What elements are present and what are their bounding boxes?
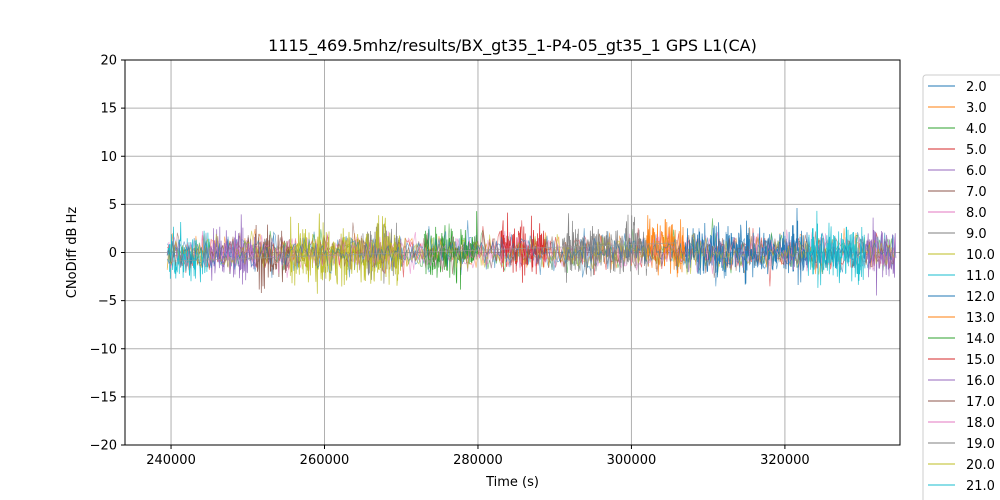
legend-entry: 17.0 [928,395,995,410]
y-tick-label: 10 [100,150,117,165]
y-tick-label: −10 [90,342,117,357]
y-axis-ticks: −20 −15 −10 −5 0 5 10 15 20 [90,54,125,454]
chart-title: 1115_469.5mhz/results/BX_gt35_1-P4-05_gt… [268,36,757,56]
legend-entry: 3.0 [928,101,987,116]
legend-entry: 9.0 [928,227,987,242]
y-tick-label: −5 [98,294,117,309]
legend-label: 18.0 [966,416,995,431]
legend-entry: 14.0 [928,332,995,347]
legend-label: 15.0 [966,353,995,368]
x-tick-label: 320000 [760,453,810,468]
legend-entry: 19.0 [928,437,995,452]
legend-entry: 11.0 [928,269,995,284]
legend-entry: 16.0 [928,374,995,389]
y-tick-label: 15 [100,102,117,117]
legend-label: 14.0 [966,332,995,347]
legend-label: 8.0 [966,206,987,221]
series-line-16.0 [865,217,897,296]
y-tick-label: −15 [90,390,117,405]
trend-line [171,242,678,262]
legend-label: 4.0 [966,122,987,137]
legend-entry: 20.0 [928,458,995,473]
legend-label: 7.0 [966,185,987,200]
legend-label: 10.0 [966,248,995,263]
legend-entry: 7.0 [928,185,987,200]
plot-area [166,207,897,296]
legend-label: 11.0 [966,269,995,284]
legend-entry: 4.0 [928,122,987,137]
legend-entry: 6.0 [928,164,987,179]
y-tick-label: 20 [100,54,117,69]
legend-entry: 5.0 [928,143,987,158]
x-axis-label: Time (s) [485,475,539,490]
x-tick-label: 260000 [300,453,350,468]
legend-label: 12.0 [966,290,995,305]
series-line-18.0 [166,229,896,274]
legend-label: 13.0 [966,311,995,326]
legend-entry: 13.0 [928,311,995,326]
legend-label: 21.0 [966,479,995,494]
series-line-17.0 [166,222,896,278]
legend-box [922,74,1000,500]
legend: 2.0 3.0 4.0 5.0 6.0 7.0 8.0 9.0 10.0 11.0 12.0 13.0… [922,74,1000,500]
legend-entry: 10.0 [928,248,995,263]
legend-entry: 21.0 [928,479,995,494]
legend-label: 6.0 [966,164,987,179]
legend-label: 3.0 [966,101,987,116]
legend-label: 2.0 [966,80,987,95]
series-line-21.0 [807,210,866,288]
legend-label: 16.0 [966,374,995,389]
y-axis-label: CNoDiff dB Hz [65,207,80,299]
legend-label: 9.0 [966,227,987,242]
y-tick-label: −20 [90,439,117,454]
legend-entry: 12.0 [928,290,995,305]
legend-entry: 15.0 [928,353,995,368]
legend-label: 20.0 [966,458,995,473]
y-tick-label: 0 [109,246,117,261]
x-tick-label: 300000 [607,453,657,468]
legend-label: 17.0 [966,395,995,410]
y-tick-label: 5 [109,198,117,213]
legend-entry: 8.0 [928,206,987,221]
x-tick-label: 280000 [453,453,503,468]
legend-label: 19.0 [966,437,995,452]
legend-label: 5.0 [966,143,987,158]
x-axis-ticks: 240000 260000 280000 300000 320000 [146,445,810,468]
series-line-7.0 [255,224,291,294]
x-tick-label: 240000 [146,453,196,468]
legend-entry: 2.0 [928,80,987,95]
legend-entry: 18.0 [928,416,995,431]
series-line-20.0 [166,230,896,275]
